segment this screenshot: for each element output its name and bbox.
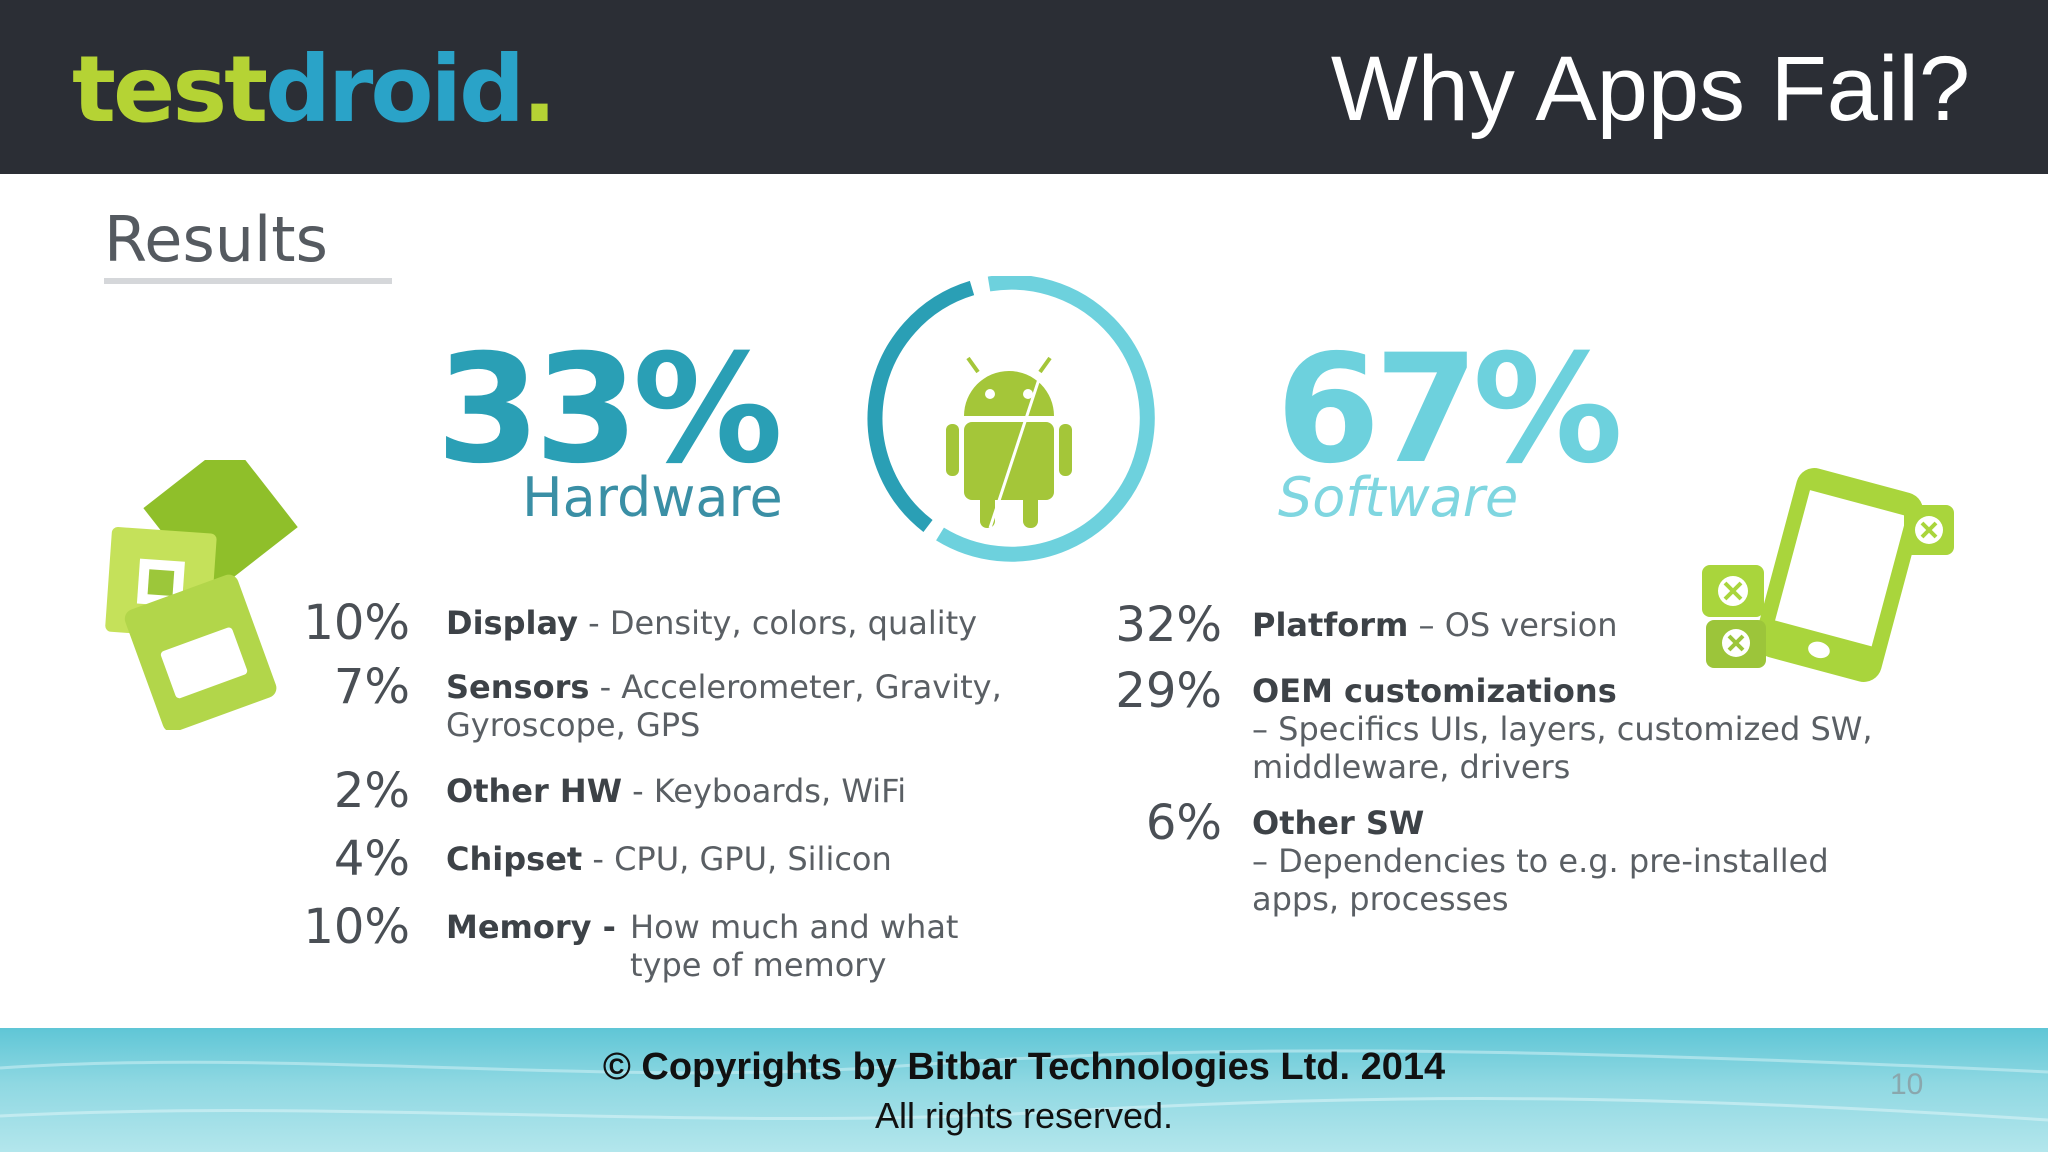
hardware-item-chipset: 4% Chipset - CPU, GPU, Silicon — [333, 831, 892, 887]
copyright-text: © Copyrights by Bitbar Technologies Ltd.… — [602, 1046, 1446, 1088]
slide-footer — [0, 1028, 2048, 1152]
hardware-chips-icon — [105, 460, 298, 730]
software-percent: 67% — [1276, 323, 1623, 497]
slide-header: testdroid. Why Apps Fail? — [0, 0, 2048, 174]
x-badge-icon — [1904, 505, 1954, 555]
hardware-percent: 33% — [436, 323, 783, 497]
hardware-item-display: 10% Display - Density, colors, quality — [303, 595, 978, 651]
water-texture — [0, 1049, 2048, 1122]
x-badge-icon — [1706, 620, 1766, 668]
page-number: 10 — [1890, 1068, 1924, 1101]
software-item-other-sw: 6% Other SW – Dependencies to e.g. pre-i… — [1145, 795, 1829, 918]
slide-title: Why Apps Fail? — [1330, 38, 1970, 140]
software-item-oem-customizations: 29% OEM customizations – Specifics UIs, … — [1115, 663, 1873, 786]
android-robot-icon — [946, 356, 1072, 529]
heading-underline — [104, 278, 392, 284]
x-badge-icon — [1702, 565, 1764, 617]
section-heading: Results — [104, 203, 328, 276]
android-ring-graphic — [867, 276, 1155, 562]
testdroid-logo: testdroid. — [72, 36, 557, 143]
software-label: Software — [1278, 466, 1519, 529]
rights-text: All rights reserved. — [874, 1095, 1174, 1136]
split-ring — [867, 276, 1155, 562]
hardware-item-sensors: 7% Sensors - Accelerometer, Gravity, Gyr… — [333, 659, 1002, 744]
smartphone-icon — [1702, 468, 1954, 682]
hardware-label: Hardware — [522, 466, 783, 529]
hardware-item-other-hw: 2% Other HW - Keyboards, WiFi — [333, 763, 907, 819]
hardware-item-memory: 10% Memory - How much and what type of m… — [303, 899, 959, 984]
software-item-platform: 32% Platform – OS version — [1115, 597, 1618, 653]
